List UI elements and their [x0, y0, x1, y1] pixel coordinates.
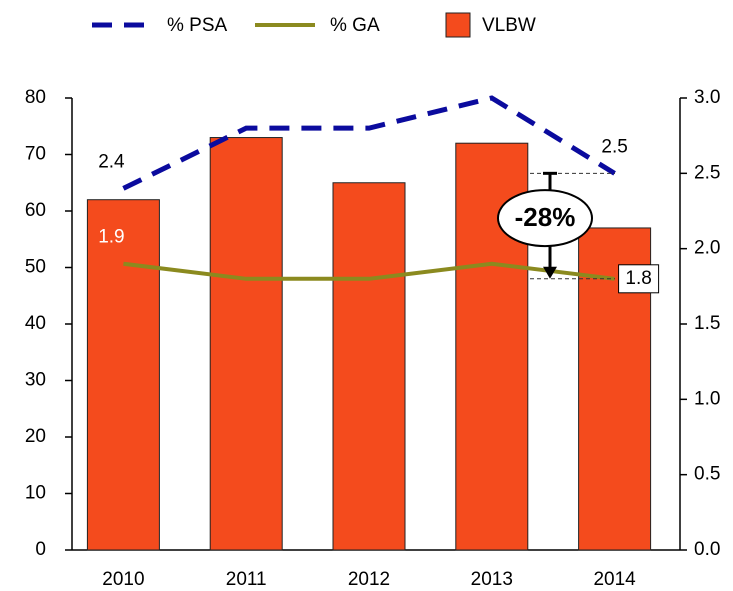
legend-label: VLBW: [482, 15, 536, 36]
data-label: 2.4: [98, 151, 125, 172]
data-label: 2.5: [601, 136, 627, 157]
annotation-arrow-head: [543, 266, 557, 279]
data-label: 1.8: [625, 268, 651, 289]
line: [122, 95, 616, 191]
y2-tick-label: 3.0: [694, 87, 720, 108]
x-tick-label: 2011: [226, 569, 267, 590]
bar: [332, 182, 406, 551]
legend-label: % GA: [330, 15, 380, 36]
x-tick-label: 2012: [348, 569, 390, 590]
y2-tick-label: 1.5: [694, 313, 720, 334]
y2-tick-label: 0.0: [694, 539, 720, 560]
bar: [209, 137, 283, 551]
y-tick-label: 60: [25, 200, 46, 221]
y-tick-label: 50: [25, 257, 46, 278]
legend-swatch: [445, 12, 471, 38]
y-tick-label: 80: [25, 87, 46, 108]
legend-label: % PSA: [167, 15, 228, 36]
annotation-bubble: [497, 189, 593, 248]
x-tick-label: 2013: [471, 569, 513, 590]
y2-tick-label: 1.0: [694, 388, 720, 409]
bar: [86, 199, 160, 551]
data-label: 1.9: [98, 227, 124, 248]
x-tick-label: 2014: [593, 569, 636, 590]
x-tick-label: 2010: [102, 569, 144, 590]
annotation-text: -28%: [515, 202, 576, 232]
y-tick-label: 70: [25, 144, 46, 165]
y-tick-label: 10: [25, 483, 46, 504]
y-tick-label: 0: [35, 539, 46, 560]
y2-tick-label: 0.5: [694, 464, 720, 485]
y-tick-label: 30: [25, 370, 46, 391]
data-label-box: [618, 264, 660, 294]
y-tick-label: 20: [25, 426, 46, 447]
y-tick-label: 40: [25, 313, 46, 334]
y2-tick-label: 2.5: [694, 162, 720, 183]
y2-tick-label: 2.0: [694, 238, 720, 259]
line: [123, 261, 615, 281]
